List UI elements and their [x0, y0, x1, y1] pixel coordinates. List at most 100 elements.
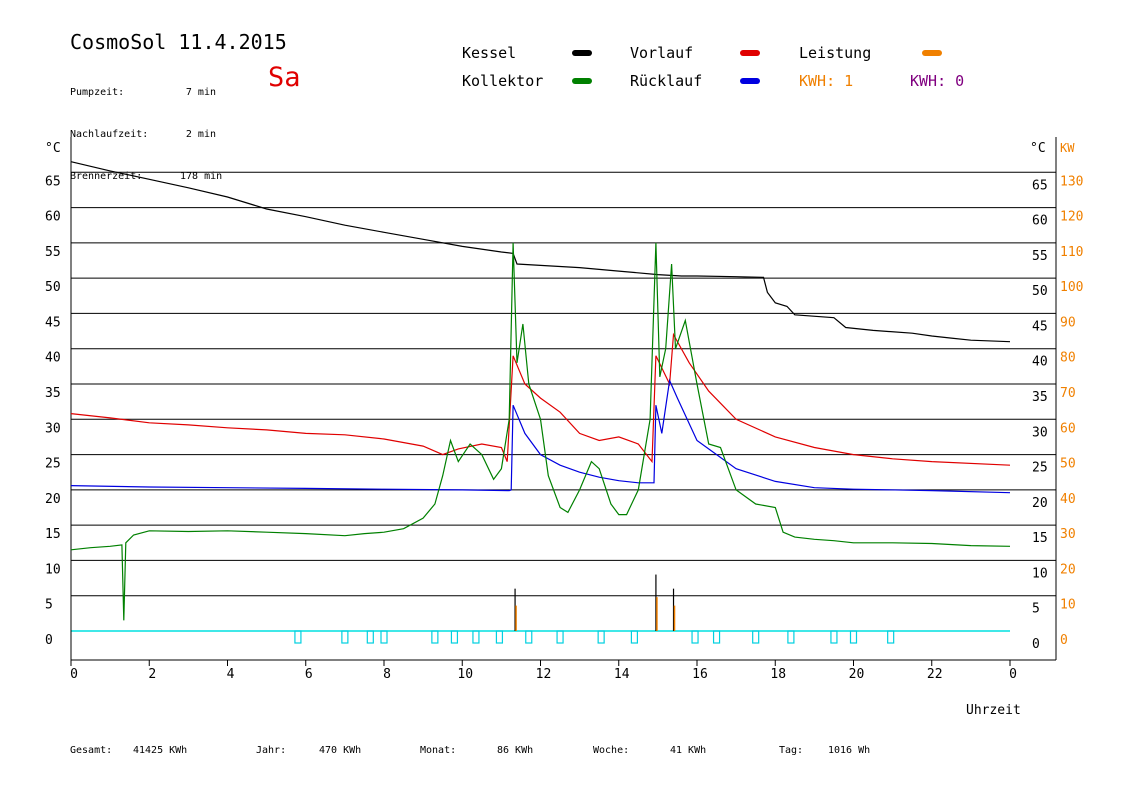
- y-tick-label-right: 30: [1032, 425, 1048, 440]
- footer-monat-value: 86 KWh: [497, 745, 534, 756]
- x-tick-label: 14: [614, 667, 630, 682]
- legend-kessel-label: Kessel: [462, 44, 517, 62]
- stat-label: Pumpzeit:: [70, 87, 125, 98]
- x-tick-label: 22: [927, 667, 943, 682]
- legend-vorlauf-swatch: [740, 50, 760, 56]
- kw-tick-label: 120: [1060, 210, 1083, 225]
- y-tick-label-right: 35: [1032, 390, 1048, 405]
- stat-row-brennerzeit: Brennerzeit: 178 min: [70, 170, 223, 184]
- kw-tick-label: 40: [1060, 492, 1076, 507]
- series-line-rcklauf: [70, 378, 1011, 494]
- pump-marker: [830, 630, 838, 644]
- x-axis-label: Uhrzeit: [966, 703, 1021, 718]
- footer-jahr-value: 470 KWh: [319, 745, 362, 756]
- stat-value: 178 min: [180, 171, 223, 182]
- y-tick-label-right: 0: [1032, 637, 1040, 652]
- series-group: [70, 161, 1011, 631]
- x-tick-label: 10: [457, 667, 473, 682]
- kw-tick-label: 90: [1060, 315, 1076, 330]
- pump-marker: [630, 630, 639, 644]
- weekday-label: Sa: [268, 62, 301, 93]
- y-tick-label-left: 0: [45, 633, 53, 648]
- x-tick-label: 8: [383, 667, 391, 682]
- x-tick-label: 18: [770, 667, 786, 682]
- legend-kessel-swatch: [572, 50, 592, 56]
- pump-marker: [472, 630, 480, 644]
- pump-marker: [525, 630, 533, 644]
- y-tick-label-left: 40: [45, 351, 61, 366]
- x-tick-label: 12: [536, 667, 552, 682]
- footer-gesamt-label: Gesamt:: [70, 745, 113, 756]
- pump-marker: [691, 630, 699, 644]
- kw-tick-label: 80: [1060, 351, 1076, 366]
- pump-marker: [380, 630, 388, 644]
- y-axis-label-right: °C: [1030, 141, 1046, 156]
- footer-monat-label: Monat:: [420, 745, 457, 756]
- pump-marker: [752, 630, 760, 644]
- pump-marker: [887, 630, 895, 644]
- kw-tick-label: 30: [1060, 527, 1076, 542]
- kw-tick-label: 50: [1060, 457, 1076, 472]
- kw-tick-label: 60: [1060, 421, 1076, 436]
- y-tick-label-left: 45: [45, 315, 61, 330]
- y-tick-label-right: 40: [1032, 355, 1048, 370]
- footer-woche-value: 41 KWh: [670, 745, 707, 756]
- x-tick-label: 16: [692, 667, 708, 682]
- kw-tick-label: 130: [1060, 174, 1083, 189]
- y-tick-label-left: 65: [45, 174, 61, 189]
- y-tick-label-left: 60: [45, 210, 61, 225]
- stat-label: Brennerzeit:: [70, 171, 143, 182]
- y-tick-label-right: 5: [1032, 602, 1040, 617]
- y-tick-label-right: 15: [1032, 531, 1048, 546]
- legend-kwh1-label: KWH: 1: [799, 72, 854, 90]
- kw-tick-label: 0: [1060, 633, 1068, 648]
- pump-marker: [431, 630, 439, 644]
- y-tick-label-right: 65: [1032, 178, 1048, 193]
- y-axis-label-kw: KW: [1060, 141, 1075, 155]
- pump-marker: [556, 630, 564, 644]
- y-tick-label-right: 10: [1032, 566, 1048, 581]
- pump-marker: [849, 630, 858, 644]
- y-tick-label-left: 25: [45, 457, 61, 472]
- footer-tag-label: Tag:: [779, 745, 804, 756]
- x-tick-label: 4: [227, 667, 235, 682]
- legend-kollektor-label: Kollektor: [462, 72, 544, 90]
- kw-tick-label: 100: [1060, 280, 1083, 295]
- series-line-vorlauf: [70, 332, 1011, 466]
- pump-marker: [294, 630, 302, 644]
- x-tick-label: 2: [148, 667, 156, 682]
- stat-label: Nachlaufzeit:: [70, 129, 149, 140]
- y-tick-label-left: 50: [45, 280, 61, 295]
- stat-row-pumpzeit: Pumpzeit: 7 min: [70, 86, 216, 100]
- legend-ruecklauf-label: Rücklauf: [630, 72, 703, 90]
- pump-marker: [450, 630, 459, 644]
- y-tick-label-right: 50: [1032, 284, 1048, 299]
- series-line-kessel: [70, 161, 1011, 343]
- legend-leistung-label: Leistung: [799, 44, 872, 62]
- x-tick-label: 0: [70, 667, 78, 682]
- chart-title: CosmoSol 11.4.2015: [70, 30, 287, 54]
- grid: [71, 171, 1056, 632]
- kw-tick-label: 70: [1060, 386, 1076, 401]
- legend-ruecklauf-swatch: [740, 78, 760, 84]
- kw-tick-label: 20: [1060, 562, 1076, 577]
- footer-woche-label: Woche:: [593, 745, 630, 756]
- x-tick-label: 20: [849, 667, 865, 682]
- pump-marker: [787, 630, 795, 644]
- y-tick-label-right: 60: [1032, 214, 1048, 229]
- y-tick-label-right: 25: [1032, 461, 1048, 476]
- y-tick-label-right: 55: [1032, 249, 1048, 264]
- y-tick-label-right: 20: [1032, 496, 1048, 511]
- x-tick-label: 0: [1009, 667, 1017, 682]
- stat-value: 2 min: [185, 129, 216, 140]
- legend-kollektor-swatch: [572, 78, 592, 84]
- pump-marker: [495, 630, 504, 644]
- stat-row-nachlaufzeit: Nachlaufzeit: 2 min: [70, 128, 216, 142]
- y-tick-label-left: 15: [45, 527, 61, 542]
- footer-jahr-label: Jahr:: [256, 745, 287, 756]
- stats-block: Pumpzeit: 7 min Nachlaufzeit: 2 min Brenne…: [70, 58, 223, 198]
- y-tick-label-left: 30: [45, 421, 61, 436]
- y-tick-label-right: 45: [1032, 319, 1048, 334]
